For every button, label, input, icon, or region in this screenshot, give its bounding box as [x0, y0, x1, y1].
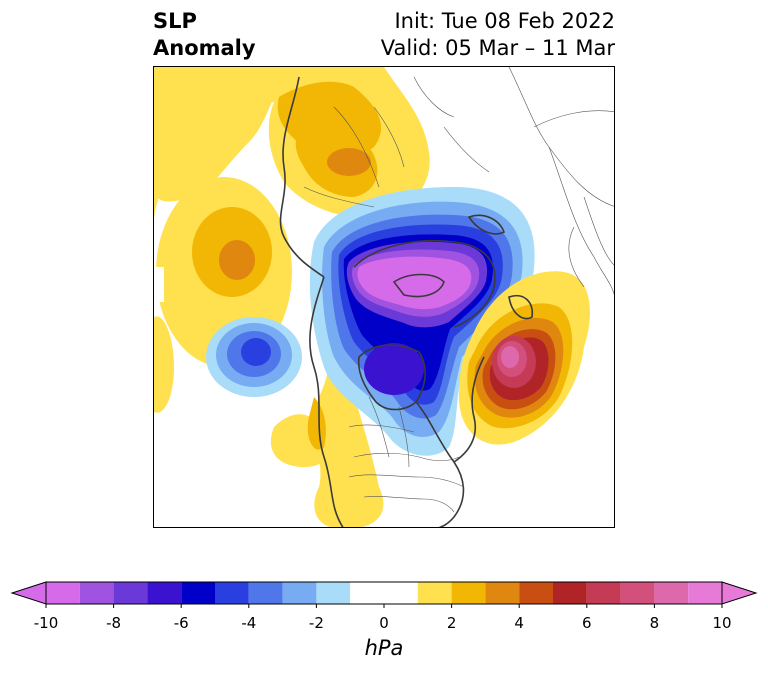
- colorbar-cell: [688, 582, 722, 604]
- colorbar-cell: [215, 582, 249, 604]
- colorbar-tick-label: 6: [582, 614, 592, 632]
- negative-anomaly-pacific: [154, 316, 302, 413]
- colorbar-cell: [519, 582, 553, 604]
- borders: [303, 67, 614, 513]
- colorbar-unit-label: hPa: [364, 636, 404, 660]
- colorbar-tick-label: -8: [106, 614, 122, 632]
- positive-anomaly-siberia: [268, 67, 430, 218]
- anomaly-title: Anomaly: [153, 36, 256, 60]
- colorbar-extend-min: [10, 581, 47, 605]
- colorbar-cell: [181, 582, 215, 604]
- colorbar-tick-label: 4: [514, 614, 524, 632]
- variable-title: SLP: [153, 9, 197, 33]
- map-title-left: SLP Anomaly: [153, 8, 256, 62]
- init-date: Init: Tue 08 Feb 2022: [394, 9, 615, 33]
- colorbar-cell: [586, 582, 621, 604]
- colorbar-tick-label: -10: [33, 614, 59, 632]
- colorbar-cell: [350, 582, 418, 604]
- colorbar-tick-label: -2: [308, 614, 324, 632]
- anomaly-map: [153, 66, 615, 528]
- colorbar-tick-label: 0: [379, 614, 389, 632]
- colorbar-tick-label: 10: [712, 614, 732, 632]
- colorbar-cell: [147, 582, 182, 604]
- colorbar-tick-label: 8: [649, 614, 660, 632]
- map-canvas: [154, 67, 614, 527]
- colorbar-cell: [620, 582, 655, 604]
- colorbar-cell: [113, 582, 148, 604]
- colorbar-tick-label: 2: [446, 614, 457, 632]
- colorbar-tick-label: -6: [173, 614, 189, 632]
- positive-anomaly-atlantic: [459, 271, 590, 445]
- colorbar-cell: [451, 582, 486, 604]
- colorbar-cell: [485, 582, 520, 604]
- colorbar: [10, 581, 758, 608]
- colorbar-cell: [282, 582, 317, 604]
- colorbar-cell: [79, 582, 114, 604]
- colorbar-cell: [248, 582, 283, 604]
- valid-range: Valid: 05 Mar – 11 Mar: [380, 36, 615, 60]
- coastlines: [279, 76, 534, 527]
- colorbar-cell: [46, 582, 80, 604]
- colorbar-cell: [417, 582, 452, 604]
- colorbar-cell: [553, 582, 587, 604]
- map-title-right: Init: Tue 08 Feb 2022 Valid: 05 Mar – 11…: [381, 8, 615, 62]
- negative-anomaly-arctic: [309, 187, 535, 456]
- colorbar-extend-max: [721, 581, 758, 605]
- colorbar-cell: [654, 582, 689, 604]
- colorbar-cell: [316, 582, 351, 604]
- colorbar-tick-label: -4: [241, 614, 257, 632]
